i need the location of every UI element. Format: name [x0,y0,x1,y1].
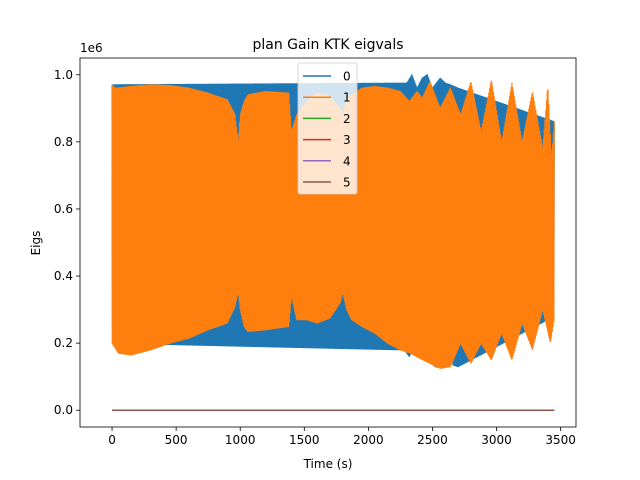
x-tick-label: 1000 [225,433,256,447]
y-tick-label: 0.4 [54,269,73,283]
x-tick-label: 0 [108,433,116,447]
x-tick-label: 2000 [353,433,384,447]
y-tick-label: 0.0 [54,403,73,417]
series-1-line [111,80,555,369]
y-tick-label: 0.2 [54,336,73,350]
x-tick-label: 3500 [545,433,576,447]
x-tick-label: 2500 [417,433,448,447]
x-axis-label: Time (s) [303,457,353,471]
legend-label-4: 4 [343,154,351,168]
x-tick-label: 500 [165,433,188,447]
y-tick-label: 0.6 [54,202,73,216]
plot-frame [79,57,577,428]
legend-label-2: 2 [343,112,351,126]
plot-area [79,57,577,428]
y-axis-label: Eigs [29,231,43,256]
x-axis: 0 500 1000 1500 2000 2500 3000 3500 [108,427,576,447]
y-tick-label: 0.8 [54,135,73,149]
y-tick-label: 1.0 [54,68,73,82]
x-tick-label: 1500 [289,433,320,447]
legend-label-1: 1 [343,91,351,105]
legend: 0 1 2 3 4 5 [297,62,358,195]
y-offset-label: 1e6 [80,41,103,55]
legend-label-5: 5 [343,176,351,190]
x-tick-label: 3000 [481,433,512,447]
chart-title: plan Gain KTK eigvals [252,37,403,53]
y-axis: 0.0 0.2 0.4 0.6 0.8 1.0 [54,68,80,417]
series-layer [111,74,555,411]
legend-label-0: 0 [343,70,351,84]
legend-label-3: 3 [343,133,351,147]
